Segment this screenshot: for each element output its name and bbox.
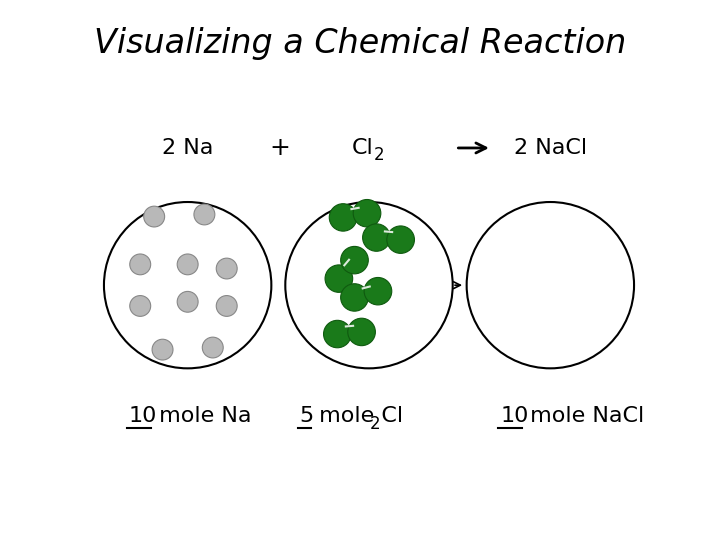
Text: 10: 10 xyxy=(129,406,158,426)
Text: 2: 2 xyxy=(374,146,384,165)
Text: mole NaCl: mole NaCl xyxy=(523,406,644,426)
Text: 5: 5 xyxy=(300,406,313,426)
Ellipse shape xyxy=(341,246,369,274)
Ellipse shape xyxy=(130,295,150,316)
Ellipse shape xyxy=(325,265,353,292)
Ellipse shape xyxy=(364,278,392,305)
Text: 2 Na: 2 Na xyxy=(162,138,213,158)
Ellipse shape xyxy=(323,320,351,348)
Ellipse shape xyxy=(363,224,390,251)
Ellipse shape xyxy=(202,337,223,358)
Ellipse shape xyxy=(341,284,369,311)
Text: mole Na: mole Na xyxy=(152,406,251,426)
Text: Cl: Cl xyxy=(351,138,373,158)
Ellipse shape xyxy=(387,226,415,253)
Text: 10: 10 xyxy=(500,406,528,426)
Ellipse shape xyxy=(216,295,237,316)
Text: +: + xyxy=(269,136,290,160)
Ellipse shape xyxy=(130,254,150,275)
Ellipse shape xyxy=(348,318,375,346)
Text: 2 NaCl: 2 NaCl xyxy=(514,138,587,158)
Text: Visualizing a Chemical Reaction: Visualizing a Chemical Reaction xyxy=(94,26,626,60)
Ellipse shape xyxy=(144,206,165,227)
Ellipse shape xyxy=(329,204,357,231)
Ellipse shape xyxy=(354,199,381,227)
Ellipse shape xyxy=(152,339,173,360)
Ellipse shape xyxy=(177,292,198,312)
Ellipse shape xyxy=(216,258,237,279)
Text: mole Cl: mole Cl xyxy=(312,406,403,426)
Ellipse shape xyxy=(194,204,215,225)
Ellipse shape xyxy=(177,254,198,275)
Text: 2: 2 xyxy=(370,415,381,433)
